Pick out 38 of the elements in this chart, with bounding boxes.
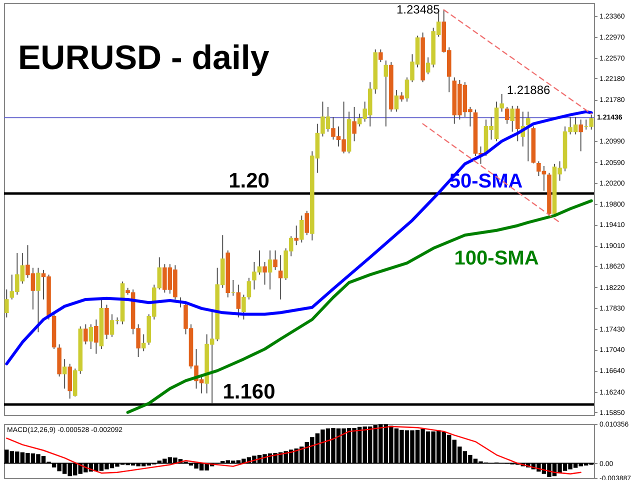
candlestick — [36, 267, 40, 333]
candlestick — [242, 294, 246, 320]
series-label: 50-SMA — [449, 170, 523, 192]
candlestick — [273, 250, 278, 270]
candlestick — [394, 90, 399, 112]
series-label: 100-SMA — [454, 247, 539, 270]
candlestick — [278, 254, 283, 300]
candlestick — [141, 334, 146, 352]
text: EURUSD - daily — [18, 39, 270, 77]
candlestick — [578, 119, 583, 152]
line-series — [6, 426, 582, 474]
annotation: 1.21886 — [506, 82, 551, 97]
candlestick — [299, 215, 304, 243]
annotation: 1.23485 — [396, 2, 440, 17]
candlestick — [84, 324, 88, 345]
candlestick — [515, 105, 520, 142]
line-series — [5, 110, 593, 366]
candlestick — [262, 262, 267, 286]
candlestick — [378, 48, 383, 63]
candlestick — [304, 210, 310, 236]
line-series — [126, 199, 593, 414]
candlestick — [504, 106, 510, 124]
ref-line-label: 1.20 — [228, 169, 270, 192]
candlestick — [400, 92, 404, 102]
candlestick — [94, 319, 98, 354]
ref-line-label: 1.160 — [222, 380, 276, 404]
candlestick — [68, 363, 72, 400]
candlestick — [510, 105, 514, 132]
candlestick — [268, 250, 272, 290]
candlestick — [246, 277, 252, 300]
candlestick — [294, 225, 299, 246]
candlestick — [352, 106, 356, 142]
candlestick — [526, 111, 530, 162]
candlestick — [236, 284, 241, 318]
candlestick — [384, 60, 388, 127]
candlestick — [4, 288, 9, 318]
candlestick — [88, 324, 94, 350]
candlestick — [62, 358, 67, 390]
